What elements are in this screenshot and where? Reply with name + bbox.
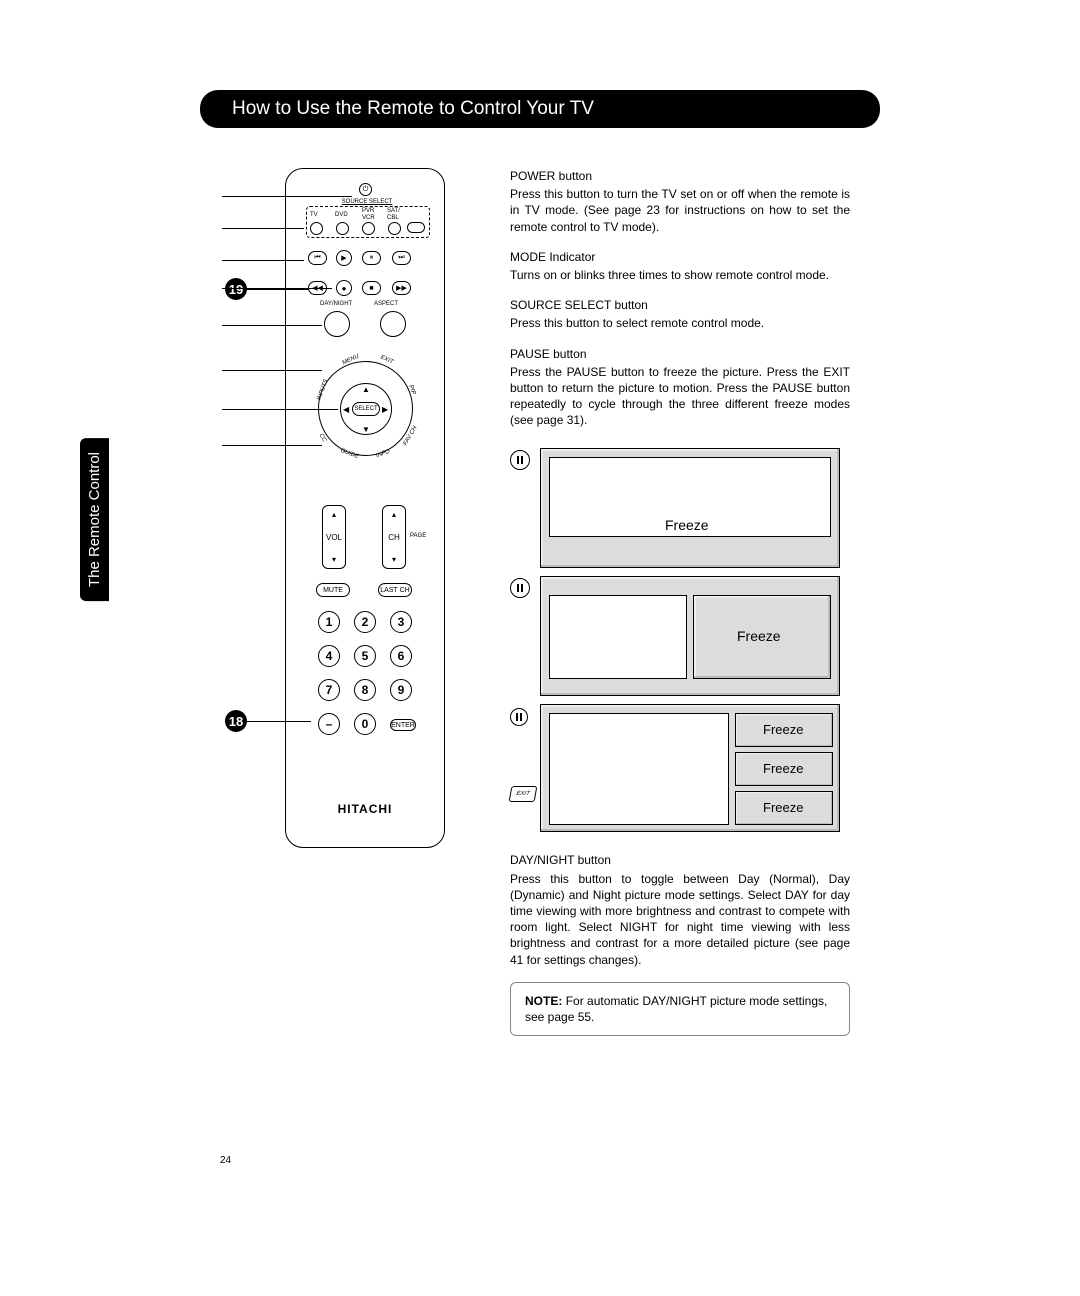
num-5-button: 5 [354,645,376,667]
freeze-diagrams: Freeze Freeze EXIT [510,448,850,832]
num-9-button: 9 [390,679,412,701]
section-title: SOURCE SELECT button [510,297,850,313]
num-1-button: 1 [318,611,340,633]
page-label: PAGE [410,533,426,539]
enter-button: ENTER [390,719,416,731]
daynight-label: DAY/NIGHT [320,301,352,307]
section-body: Turns on or blinks three times to show r… [510,267,850,283]
section-body: Press this button to select remote contr… [510,315,850,331]
pause-icon [510,708,528,726]
daynight-button [324,311,350,337]
section-title: MODE Indicator [510,249,850,265]
pause-icon [510,578,530,598]
fastfwd-button: ▶▶ [392,281,411,295]
remote-diagram-column: The Remote Control 19 18 ⏻ SOURCE SELECT… [200,168,480,1036]
nav-left-icon: ◀ [343,405,349,414]
nav-right-icon: ▶ [382,405,388,414]
freeze-label: Freeze [763,721,803,739]
section-tab: The Remote Control [80,438,109,601]
source-select-group [306,206,430,238]
lastch-button: LAST CH [378,583,412,597]
page-number: 24 [220,1155,231,1166]
section-body: Press the PAUSE button to freeze the pic… [510,364,850,429]
freeze-screen-1: Freeze [540,448,840,568]
section-title: POWER button [510,168,850,184]
num-0-button: 0 [354,713,376,735]
section-title: PAUSE button [510,346,850,362]
section-power: POWER button Press this button to turn t… [510,168,850,235]
stop-button: ■ [362,281,381,295]
section-daynight: DAY/NIGHT button Press this button to to… [510,852,850,967]
num-3-button: 3 [390,611,412,633]
section-mode: MODE Indicator Turns on or blinks three … [510,249,850,283]
freeze-label: Freeze [763,760,803,778]
record-button: ● [336,280,352,296]
volume-rocker: ▴VOL▾ [322,505,346,569]
note-prefix: NOTE: [525,994,562,1008]
channel-rocker: ▴CH▾ [382,505,406,569]
callout-19: 19 [225,278,247,300]
play-button: ▶ [336,250,352,266]
section-body: Press this button to turn the TV set on … [510,186,850,235]
description-column: POWER button Press this button to turn t… [510,168,850,1036]
num-4-button: 4 [318,645,340,667]
power-button: ⏻ [359,183,372,196]
freeze-label: Freeze [763,799,803,817]
callout-18: 18 [225,710,247,732]
freeze-screen-3: Freeze Freeze Freeze [540,704,840,832]
prev-track-button: ⏮ [308,251,327,265]
note-body: For automatic DAY/NIGHT picture mode set… [525,994,827,1024]
pause-button: ⏸ [362,251,381,265]
freeze-label: Freeze [737,627,781,646]
dash-button: – [318,713,340,735]
mute-button: MUTE [316,583,350,597]
pause-icon [510,450,530,470]
aspect-label: ASPECT [374,301,398,307]
note-box: NOTE: For automatic DAY/NIGHT picture mo… [510,982,850,1036]
aspect-button [380,311,406,337]
num-7-button: 7 [318,679,340,701]
brand-label: HITACHI [292,802,438,816]
source-select-label: SOURCE SELECT [332,199,402,205]
select-button: SELECT [352,402,380,416]
num-2-button: 2 [354,611,376,633]
section-title: DAY/NIGHT button [510,852,850,868]
freeze-screen-2: Freeze [540,576,840,696]
freeze-label: Freeze [665,516,709,535]
nav-up-icon: ▲ [362,385,370,394]
section-pause: PAUSE button Press the PAUSE button to f… [510,346,850,429]
exit-icon: EXIT [509,786,538,802]
section-body: Press this button to toggle between Day … [510,871,850,968]
page-header: How to Use the Remote to Control Your TV [200,90,880,128]
num-8-button: 8 [354,679,376,701]
remote-outline: ⏻ SOURCE SELECT TV DVD PVR VCR SAT/ CBL [285,168,445,848]
nav-down-icon: ▼ [362,425,370,434]
next-track-button: ⏭ [392,251,411,265]
num-6-button: 6 [390,645,412,667]
section-sourceselect: SOURCE SELECT button Press this button t… [510,297,850,331]
